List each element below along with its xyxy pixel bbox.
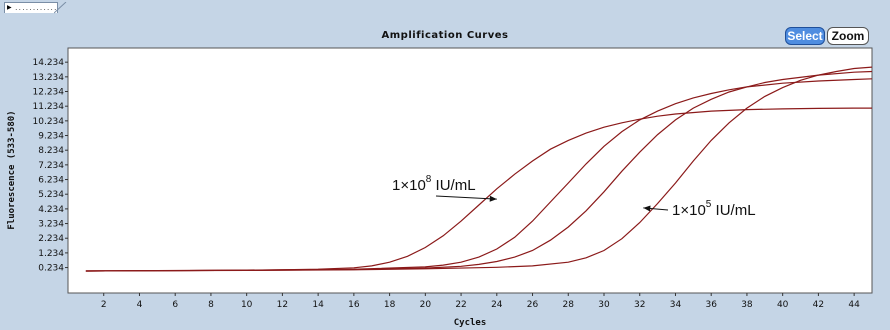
series-lines (85, 66, 873, 272)
tab-dots-icon: ............ (15, 3, 58, 12)
y-tick-label: 14.234 (33, 58, 65, 68)
y-axis-title: Fluorescence (533-580) (7, 110, 17, 229)
y-tick-label: 4.234 (38, 205, 64, 215)
x-tick-label: 12 (277, 300, 288, 310)
x-tick-label: 42 (813, 300, 824, 310)
y-tick-label: 10.234 (33, 117, 65, 127)
x-tick-label: 6 (172, 300, 178, 310)
x-tick-label: 14 (312, 300, 324, 310)
x-tick-label: 4 (137, 300, 143, 310)
annotation-arrow-line (435, 195, 497, 200)
y-tick-label: 8.234 (38, 146, 64, 156)
y-tick-label: 12.234 (33, 88, 65, 98)
panel-tab[interactable]: ▶ ............ (4, 2, 58, 13)
annotations: 1×108 IU/mL 1×105 IU/mL (392, 174, 756, 219)
tab-slant-edge (54, 2, 67, 14)
x-tick-label: 20 (420, 300, 432, 310)
x-tick-label: 16 (348, 300, 360, 310)
x-tick-label: 26 (527, 300, 539, 310)
y-tick-label: 11.234 (33, 102, 65, 112)
x-tick-label: 2 (101, 300, 107, 310)
x-tick-label: 10 (241, 300, 253, 310)
x-tick-label: 8 (208, 300, 214, 310)
x-tick-label: 22 (455, 300, 466, 310)
y-tick-label: 13.234 (33, 73, 65, 83)
y-tick-label: 9.234 (38, 132, 64, 142)
x-tick-label: 30 (598, 300, 610, 310)
x-tick-label: 18 (384, 300, 396, 310)
series-line-1[interactable] (85, 107, 872, 272)
y-tick-label: 3.234 (38, 220, 64, 230)
plot-area[interactable] (67, 47, 873, 294)
series-line-2[interactable] (85, 78, 873, 272)
x-tick-label: 36 (705, 300, 717, 310)
y-tick-label: 7.234 (38, 161, 64, 171)
x-tick-label: 24 (491, 300, 503, 310)
x-tick-label: 40 (777, 300, 789, 310)
zoom-button[interactable]: Zoom (827, 27, 869, 45)
series-line-4[interactable] (85, 66, 873, 272)
arrowhead-icon (489, 195, 497, 202)
x-tick-label: 44 (848, 300, 860, 310)
select-button[interactable]: Select (785, 27, 825, 45)
y-tick-label: 6.234 (38, 176, 64, 186)
x-tick-label: 32 (634, 300, 645, 310)
y-tick-label: 5.234 (38, 190, 64, 200)
y-axis: 0.234 1.234 2.234 3.234 4.234 5.234 6.234 7.234… (33, 58, 68, 274)
x-tick-label: 38 (741, 300, 753, 310)
chart-title: Amplification Curves (381, 30, 509, 41)
y-tick-label: 2.234 (38, 234, 64, 244)
x-tick-label: 28 (563, 300, 575, 310)
x-axis: 2 4 6 8 10 12 14 16 18 20 22 24 26 28 30 32 34 36 38 40 42 44 (101, 293, 860, 310)
y-tick-label: 1.234 (38, 249, 64, 259)
series-line-3[interactable] (85, 70, 873, 272)
arrowhead-icon (643, 205, 651, 212)
expand-triangle-icon: ▶ (7, 4, 12, 11)
y-tick-label: 0.234 (38, 264, 64, 274)
annotation-label: 1×105 IU/mL (672, 199, 756, 219)
x-tick-label: 34 (670, 300, 682, 310)
x-axis-title: Cycles (454, 318, 487, 328)
annotation-label: 1×108 IU/mL (392, 174, 476, 194)
